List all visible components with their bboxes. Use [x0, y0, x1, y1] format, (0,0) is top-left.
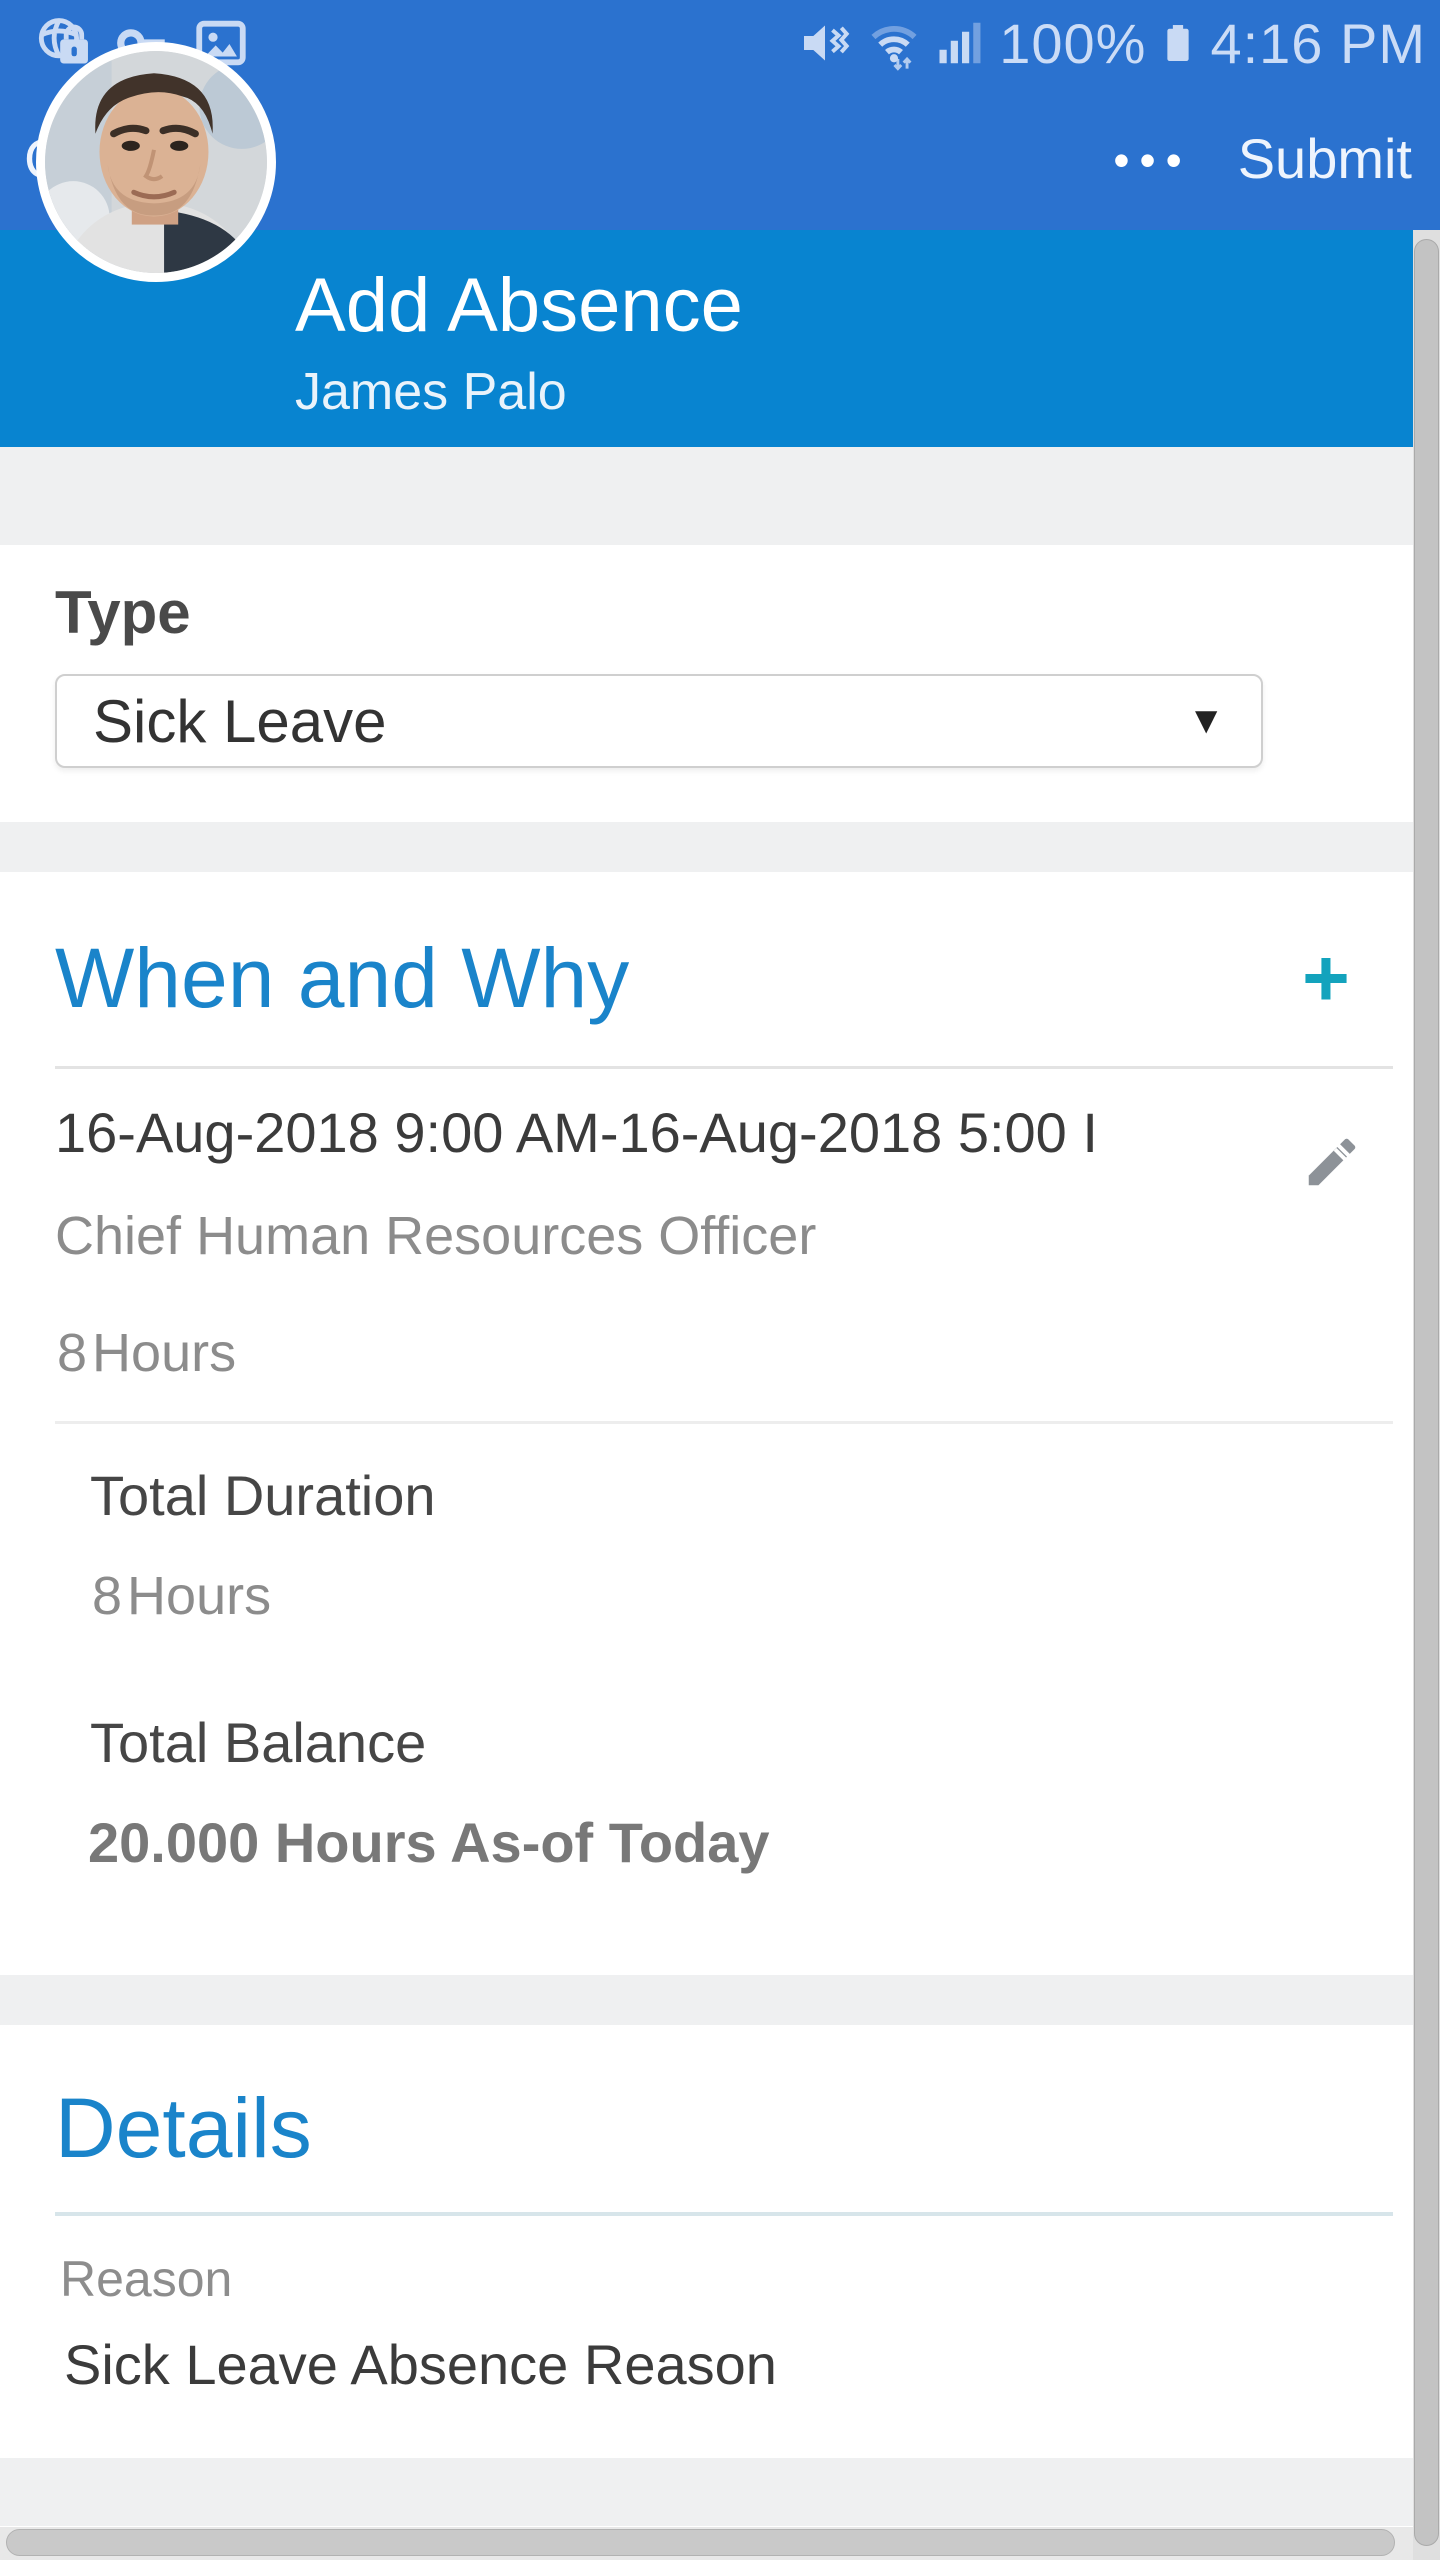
reason-label: Reason: [60, 2251, 233, 2307]
entry-job-title: Chief Human Resources Officer: [55, 1206, 817, 1266]
add-entry-button[interactable]: +: [1302, 933, 1350, 1024]
muted-speaker-icon: [797, 15, 853, 71]
signal-icon: [935, 15, 989, 71]
entry-date-range: 16-Aug-2018 9:00 AM-16-Aug-2018 5:00 I: [55, 1101, 1098, 1164]
submit-button[interactable]: Submit: [1237, 126, 1412, 190]
section-gap: [0, 822, 1440, 872]
page-title: Add Absence: [295, 263, 743, 348]
horizontal-scrollbar-thumb[interactable]: [6, 2529, 1395, 2556]
more-options-button[interactable]: •••: [1113, 134, 1192, 186]
divider: [55, 1421, 1393, 1424]
horizontal-scrollbar[interactable]: [0, 2527, 1413, 2560]
battery-percent: 100%: [999, 11, 1147, 75]
edit-entry-button[interactable]: [1301, 1128, 1363, 1196]
total-balance-value: 20.000 Hours As-of Today: [88, 1811, 770, 1874]
reason-value: Sick Leave Absence Reason: [64, 2333, 777, 2396]
section-gap: [0, 447, 1440, 545]
details-title: Details: [55, 2081, 312, 2175]
dropdown-caret-icon: ▼: [1187, 699, 1225, 742]
secure-browser-icon: [36, 14, 94, 72]
divider: [55, 2212, 1393, 2216]
clock-text: 4:16 PM: [1210, 11, 1426, 75]
vertical-scrollbar[interactable]: [1413, 230, 1440, 2560]
total-balance-label: Total Balance: [90, 1711, 427, 1774]
total-duration-label: Total Duration: [90, 1464, 436, 1527]
vertical-scrollbar-thumb[interactable]: [1414, 239, 1439, 2546]
type-label: Type: [55, 579, 191, 646]
entry-duration: 8 Hours: [57, 1323, 237, 1383]
type-select[interactable]: Sick Leave ▼: [55, 674, 1263, 768]
avatar: [36, 42, 276, 282]
when-and-why-title: When and Why: [55, 931, 630, 1025]
section-gap: [0, 2458, 1440, 2526]
employee-name: James Palo: [295, 363, 567, 421]
header: Add Absence James Palo: [0, 230, 1413, 447]
divider: [55, 1066, 1393, 1069]
battery-icon: [1156, 13, 1200, 73]
type-selected-value: Sick Leave: [93, 687, 387, 755]
total-duration-value: 8 Hours: [92, 1566, 272, 1626]
section-gap: [0, 1975, 1440, 2025]
wifi-icon: [863, 14, 925, 72]
